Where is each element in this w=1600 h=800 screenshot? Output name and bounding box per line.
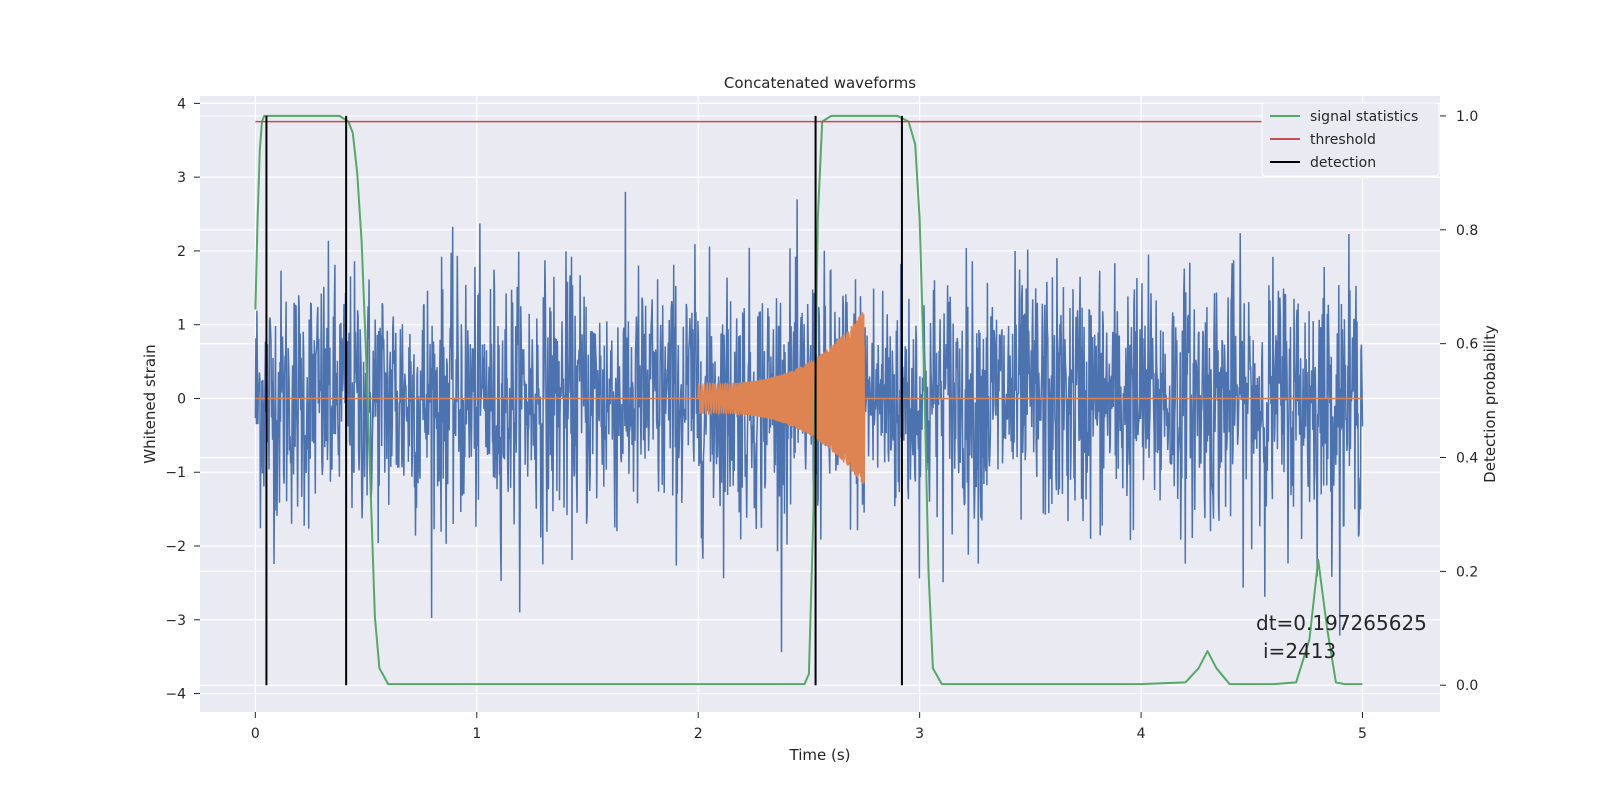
chirp-series-line [697, 312, 866, 484]
y-tick-label: −3 [165, 613, 186, 629]
y2-tick-label: 0.4 [1456, 451, 1478, 467]
y2-tick-label: 0.8 [1456, 223, 1478, 239]
annotation-dt: dt=0.197265625 [1256, 611, 1427, 635]
y2-tick-label: 0.6 [1456, 337, 1478, 353]
legend-label-signal-statistics: signal statistics [1310, 109, 1418, 125]
y2-axis-label: Detection probability [1481, 325, 1499, 483]
x-tick-label: 0 [251, 726, 260, 742]
overlay-series [254, 114, 1363, 686]
chart-title: Concatenated waveforms [724, 74, 916, 92]
y2-tick-label: 1.0 [1456, 109, 1478, 125]
y-tick-label: 4 [177, 96, 186, 112]
x-tick-label: 5 [1358, 726, 1367, 742]
x-tick-label: 4 [1137, 726, 1146, 742]
y-tick-label: −4 [165, 687, 186, 703]
ticks: 0 1 2 3 4 5 −4 −3 −2 −1 0 1 2 3 4 0.0 0.2 0.4 0.6 0.8 1.0 [165, 96, 1478, 742]
legend: signal statistics threshold detection [1261, 102, 1440, 177]
legend-label-threshold: threshold [1310, 132, 1376, 148]
legend-label-detection: detection [1310, 155, 1376, 171]
x-tick-label: 1 [472, 726, 481, 742]
x-tick-label: 3 [915, 726, 924, 742]
signal-statistics-line [254, 114, 1363, 686]
y-tick-label: −2 [165, 539, 186, 555]
y-tick-label: 3 [177, 170, 186, 186]
y2-tick-label: 0.0 [1456, 678, 1478, 694]
legend-box [1261, 102, 1440, 177]
y-axis-label: Whitened strain [141, 344, 159, 463]
y2-tick-label: 0.2 [1456, 564, 1478, 580]
chirp-series [255, 312, 1363, 484]
y-tick-label: 2 [177, 244, 186, 260]
annotation-i: i=2413 [1263, 639, 1336, 663]
y-tick-label: 0 [177, 391, 186, 407]
x-tick-label: 2 [694, 726, 703, 742]
y-tick-label: 1 [177, 318, 186, 334]
y-tick-label: −1 [165, 465, 186, 481]
x-axis-label: Time (s) [789, 746, 851, 764]
